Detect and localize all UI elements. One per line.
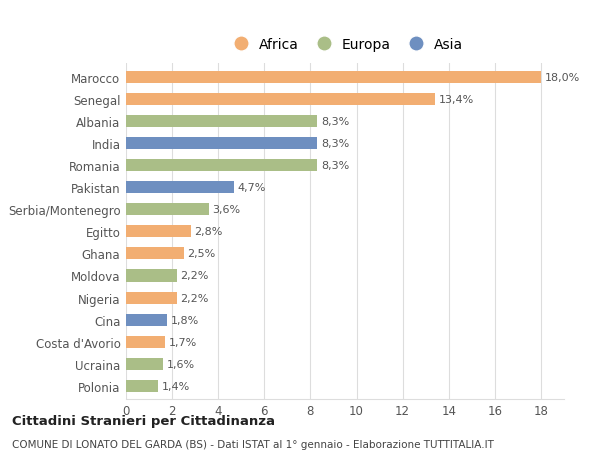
Bar [126,292,177,304]
Bar [126,138,317,150]
Text: 1,7%: 1,7% [169,337,197,347]
Bar [126,226,191,238]
Text: Cittadini Stranieri per Cittadinanza: Cittadini Stranieri per Cittadinanza [12,414,275,428]
Bar [126,248,184,260]
Bar [126,380,158,392]
Text: 4,7%: 4,7% [238,183,266,193]
Bar [126,358,163,370]
Bar [126,336,165,348]
Text: 13,4%: 13,4% [439,95,473,105]
Bar [126,182,235,194]
Text: COMUNE DI LONATO DEL GARDA (BS) - Dati ISTAT al 1° gennaio - Elaborazione TUTTIT: COMUNE DI LONATO DEL GARDA (BS) - Dati I… [12,440,494,449]
Text: 2,8%: 2,8% [194,227,223,237]
Text: 18,0%: 18,0% [544,73,580,83]
Text: 1,8%: 1,8% [171,315,199,325]
Bar [126,72,541,84]
Legend: Africa, Europa, Asia: Africa, Europa, Asia [221,33,469,58]
Bar [126,116,317,128]
Text: 2,2%: 2,2% [180,293,209,303]
Text: 1,4%: 1,4% [162,381,190,391]
Text: 3,6%: 3,6% [212,205,241,215]
Bar [126,94,435,106]
Text: 2,5%: 2,5% [187,249,215,259]
Text: 8,3%: 8,3% [321,161,349,171]
Bar [126,160,317,172]
Text: 2,2%: 2,2% [180,271,209,281]
Bar [126,270,177,282]
Bar [126,314,167,326]
Text: 8,3%: 8,3% [321,139,349,149]
Text: 1,6%: 1,6% [166,359,194,369]
Text: 8,3%: 8,3% [321,117,349,127]
Bar [126,204,209,216]
